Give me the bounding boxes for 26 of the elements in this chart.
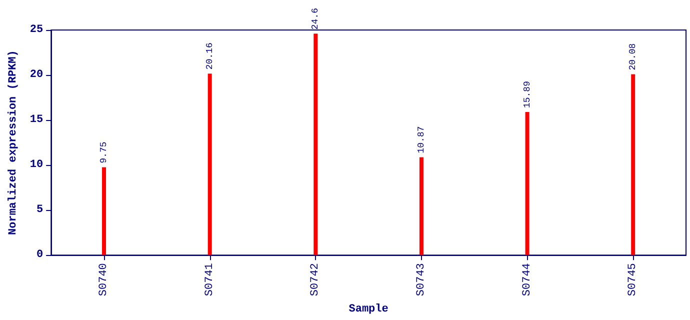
y-tick-label: 25 <box>30 24 44 36</box>
x-tick-label: S0745 <box>627 263 640 296</box>
data-label: 20.16 <box>204 42 215 70</box>
data-label: 15.89 <box>522 81 532 108</box>
y-tick-label: 5 <box>36 204 44 216</box>
bar <box>525 112 530 256</box>
x-tick-label: S0743 <box>415 263 428 296</box>
y-tick-label: 0 <box>36 249 44 262</box>
x-tick-label: S0744 <box>521 262 534 296</box>
y-axis-title: Normalized expression (RPKM) <box>8 50 20 235</box>
y-tick-label: 20 <box>30 69 44 82</box>
data-label: 20.08 <box>628 43 638 70</box>
bar <box>208 74 212 256</box>
bar <box>419 157 424 256</box>
x-tick-label: S0741 <box>204 262 216 296</box>
bar <box>102 167 106 256</box>
y-tick-label: 15 <box>30 114 44 126</box>
bar <box>314 34 318 256</box>
data-label: 24.6 <box>310 8 321 30</box>
bar <box>631 74 636 256</box>
y-tick-label: 10 <box>30 159 44 172</box>
x-axis-title: Sample <box>348 304 389 316</box>
x-tick-label: S0740 <box>98 263 110 296</box>
x-tick-label: S0742 <box>310 263 322 296</box>
data-label: 10.87 <box>416 126 426 154</box>
data-label: 9.75 <box>99 142 110 164</box>
